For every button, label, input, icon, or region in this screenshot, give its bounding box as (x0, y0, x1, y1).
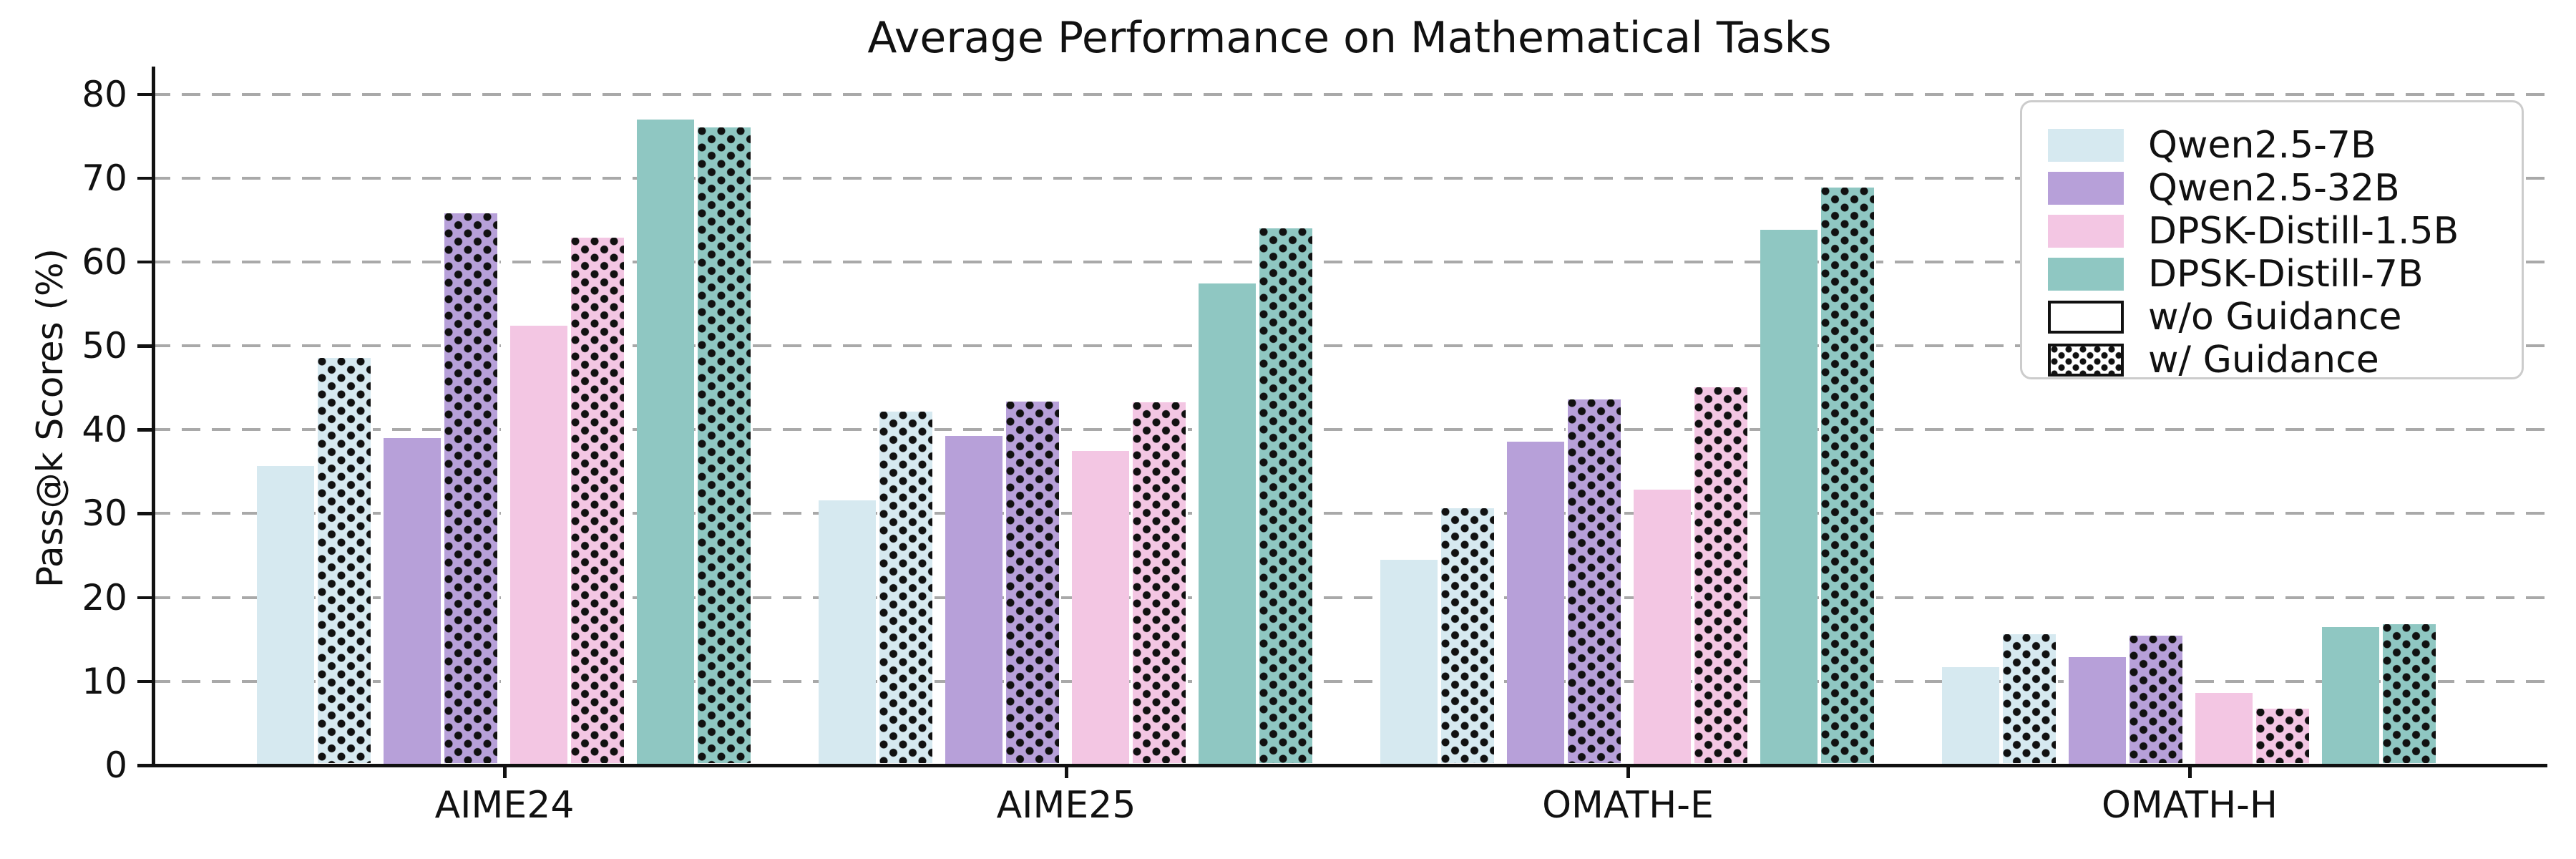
legend-item: DPSK-Distill-1.5B (2048, 210, 2496, 253)
y-tick-mark (137, 344, 152, 348)
bar-OMATH-E-DPSK-Distill-7B-w-guidance (1818, 185, 1876, 765)
y-tick-mark (137, 512, 152, 515)
bar-OMATH-H-DPSK-Distill-7B-wo-guidance (2321, 626, 2379, 765)
x-axis-line (152, 764, 2547, 767)
bar-AIME25-Qwen2.5-32B-wo-guidance (945, 435, 1002, 765)
bar-AIME24-Qwen2.5-7B-wo-guidance (256, 465, 314, 765)
bar-OMATH-H-DPSK-Distill-1.5B-wo-guidance (2195, 693, 2253, 765)
x-tick-mark (1065, 765, 1068, 778)
y-tick-label: 30 (82, 492, 127, 535)
gridline-y-70 (152, 176, 2547, 180)
legend: Qwen2.5-7B Qwen2.5-32B DPSK-Distill-1.5B DP… (2020, 100, 2524, 382)
y-tick-label: 20 (82, 576, 127, 618)
y-tick-mark (137, 679, 152, 684)
legend-label: Qwen2.5-7B (2148, 124, 2376, 167)
y-tick-mark (137, 596, 152, 600)
x-tick-mark (2188, 765, 2192, 778)
y-axis-line (152, 67, 155, 767)
bar-OMATH-H-Qwen2.5-32B-w-guidance (2127, 634, 2185, 765)
bar-OMATH-E-Qwen2.5-32B-wo-guidance (1506, 441, 1564, 765)
bar-AIME25-DPSK-Distill-1.5B-w-guidance (1130, 400, 1188, 765)
bar-AIME25-DPSK-Distill-7B-w-guidance (1257, 225, 1314, 765)
legend-label: w/ Guidance (2148, 339, 2379, 382)
bar-OMATH-H-Qwen2.5-32B-wo-guidance (2068, 656, 2126, 765)
legend-item: Qwen2.5-7B (2048, 124, 2496, 167)
bar-AIME25-Qwen2.5-7B-w-guidance (877, 409, 935, 765)
y-tick-label: 70 (82, 157, 127, 199)
x-tick-label-OMATH-E: OMATH-E (1542, 784, 1714, 827)
gridline-y-60 (152, 260, 2547, 263)
gridline-y-40 (152, 428, 2547, 432)
gridline-y-10 (152, 679, 2547, 683)
bar-OMATH-H-Qwen2.5-7B-w-guidance (2000, 631, 2058, 765)
y-tick-label: 60 (82, 241, 127, 283)
bar-AIME24-DPSK-Distill-7B-wo-guidance (636, 119, 694, 765)
bar-AIME24-DPSK-Distill-7B-w-guidance (695, 125, 753, 765)
legend-item: w/o Guidance (2048, 296, 2496, 339)
y-tick-label: 80 (82, 73, 127, 115)
bar-OMATH-E-Qwen2.5-7B-w-guidance (1438, 505, 1496, 765)
bar-OMATH-E-DPSK-Distill-1.5B-w-guidance (1692, 385, 1750, 765)
y-tick-mark (137, 176, 152, 180)
bar-OMATH-E-Qwen2.5-7B-wo-guidance (1380, 559, 1438, 765)
y-tick-mark (137, 428, 152, 432)
bar-AIME24-DPSK-Distill-1.5B-w-guidance (568, 235, 626, 765)
legend-swatch-color (2048, 258, 2124, 291)
bar-OMATH-H-DPSK-Distill-1.5B-w-guidance (2253, 706, 2311, 765)
legend-item: w/ Guidance (2048, 339, 2496, 382)
legend-label: w/o Guidance (2148, 296, 2402, 339)
legend-label: DPSK-Distill-1.5B (2148, 210, 2459, 253)
bar-AIME25-Qwen2.5-7B-wo-guidance (818, 500, 876, 765)
legend-swatch-dots (2048, 344, 2124, 377)
bar-OMATH-E-Qwen2.5-32B-w-guidance (1565, 397, 1623, 765)
gridline-y-20 (152, 596, 2547, 599)
x-tick-label-AIME25: AIME25 (996, 784, 1136, 827)
legend-swatch-outline (2048, 301, 2124, 334)
legend-swatch-color (2048, 215, 2124, 248)
bar-OMATH-H-DPSK-Distill-7B-w-guidance (2380, 621, 2438, 765)
bar-AIME25-Qwen2.5-32B-w-guidance (1003, 399, 1061, 765)
bar-OMATH-E-DPSK-Distill-1.5B-wo-guidance (1633, 489, 1691, 765)
bar-AIME24-DPSK-Distill-1.5B-wo-guidance (509, 326, 567, 765)
y-tick-mark (137, 260, 152, 264)
x-tick-mark (1626, 765, 1630, 778)
gridline-y-50 (152, 344, 2547, 348)
legend-label: Qwen2.5-32B (2148, 167, 2400, 210)
legend-item: DPSK-Distill-7B (2048, 253, 2496, 296)
bar-OMATH-E-DPSK-Distill-7B-wo-guidance (1760, 230, 1818, 765)
bar-AIME24-Qwen2.5-7B-w-guidance (315, 356, 373, 765)
bar-AIME25-DPSK-Distill-7B-wo-guidance (1198, 283, 1256, 765)
gridline-y-30 (152, 512, 2547, 515)
x-tick-label-OMATH-H: OMATH-H (2101, 784, 2278, 827)
bar-AIME25-DPSK-Distill-1.5B-wo-guidance (1071, 450, 1129, 765)
y-tick-label: 0 (104, 744, 127, 786)
legend-item: Qwen2.5-32B (2048, 167, 2496, 210)
legend-swatch-color (2048, 129, 2124, 162)
legend-swatch-color (2048, 172, 2124, 205)
x-tick-label-AIME24: AIME24 (434, 784, 575, 827)
y-tick-label: 50 (82, 325, 127, 367)
chart-title: Average Performance on Mathematical Task… (867, 13, 1832, 63)
y-tick-mark (137, 764, 152, 767)
y-tick-mark (137, 92, 152, 97)
y-tick-label: 40 (82, 409, 127, 451)
bar-OMATH-H-Qwen2.5-7B-wo-guidance (1941, 666, 1999, 765)
x-tick-mark (503, 765, 507, 778)
legend-label: DPSK-Distill-7B (2148, 253, 2424, 296)
bar-AIME24-Qwen2.5-32B-wo-guidance (383, 438, 441, 765)
gridline-y-80 (152, 92, 2547, 96)
bar-AIME24-Qwen2.5-32B-w-guidance (441, 210, 499, 765)
y-tick-label: 10 (82, 660, 127, 702)
